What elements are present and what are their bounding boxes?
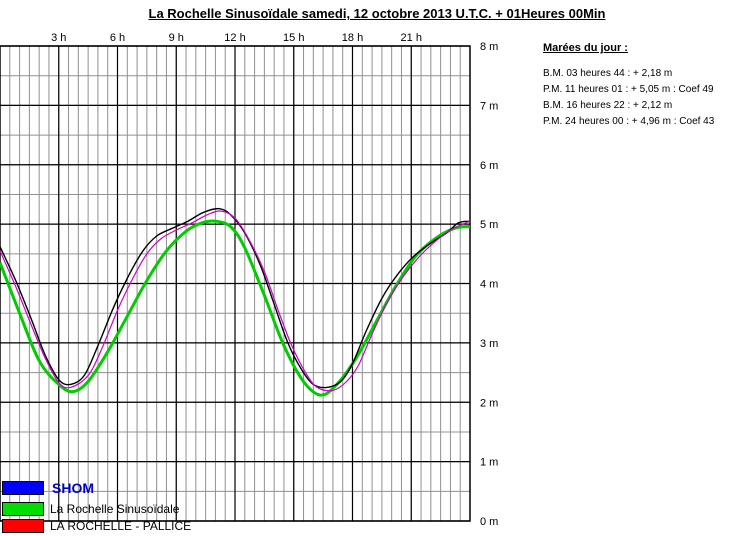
x-tick-label: 18 h xyxy=(342,32,363,44)
plot-border xyxy=(0,45,471,522)
tide-line: P.M. 11 heures 01 : + 5,05 m : Coef 49 xyxy=(543,84,714,95)
legend-item-pallice: LA ROCHELLE - PALLICE xyxy=(2,519,191,533)
legend-label-pallice: LA ROCHELLE - PALLICE xyxy=(50,519,192,533)
legend-swatch-pallice xyxy=(2,519,44,533)
legend-item-sinusoidale: La Rochelle Sinusoïdale xyxy=(2,502,179,516)
y-tick-label: 7 m xyxy=(480,100,498,112)
x-tick-label: 9 h xyxy=(169,32,184,44)
x-tick-label: 3 h xyxy=(51,32,66,44)
y-tick-label: 1 m xyxy=(480,457,498,469)
y-tick-label: 0 m xyxy=(480,516,498,528)
tide-summary: Marées du jour : B.M. 03 heures 44 : + 2… xyxy=(543,40,714,130)
tide-summary-heading: Marées du jour : xyxy=(543,42,628,54)
legend-label-sinusoidale: La Rochelle Sinusoïdale xyxy=(50,502,180,516)
series-layer xyxy=(0,207,471,397)
tide-line: P.M. 24 heures 00 : + 4,96 m : Coef 43 xyxy=(543,116,715,127)
x-tick-label: 21 h xyxy=(401,32,422,44)
x-axis-ticks: 3 h 6 h 9 h 12 h 15 h 18 h 21 h xyxy=(51,32,422,44)
legend-swatch-sinusoidale xyxy=(2,502,44,516)
series-line-shom xyxy=(0,207,471,389)
x-tick-label: 15 h xyxy=(283,32,304,44)
legend-swatch-shom xyxy=(2,481,44,495)
x-tick-label: 6 h xyxy=(110,32,125,44)
y-tick-label: 5 m xyxy=(480,219,498,231)
y-tick-label: 6 m xyxy=(480,160,498,172)
series-line-la-rochelle-pallice xyxy=(0,210,471,392)
major-grid xyxy=(0,45,471,522)
tide-line: B.M. 03 heures 44 : + 2,18 m xyxy=(543,68,673,79)
y-tick-label: 2 m xyxy=(480,397,498,409)
y-tick-label: 8 m xyxy=(480,41,498,53)
chart-title: La Rochelle Sinusoïdale samedi, 12 octob… xyxy=(148,6,606,21)
y-tick-label: 3 m xyxy=(480,338,498,350)
y-axis-ticks: 0 m 1 m 2 m 3 m 4 m 5 m 6 m 7 m 8 m xyxy=(480,41,498,528)
x-tick-label: 12 h xyxy=(224,32,245,44)
legend-label-shom: SHOM xyxy=(52,480,94,496)
tide-line: B.M. 16 heures 22 : + 2,12 m xyxy=(543,100,673,111)
legend-item-shom: SHOM xyxy=(2,480,94,496)
y-tick-label: 4 m xyxy=(480,279,498,291)
